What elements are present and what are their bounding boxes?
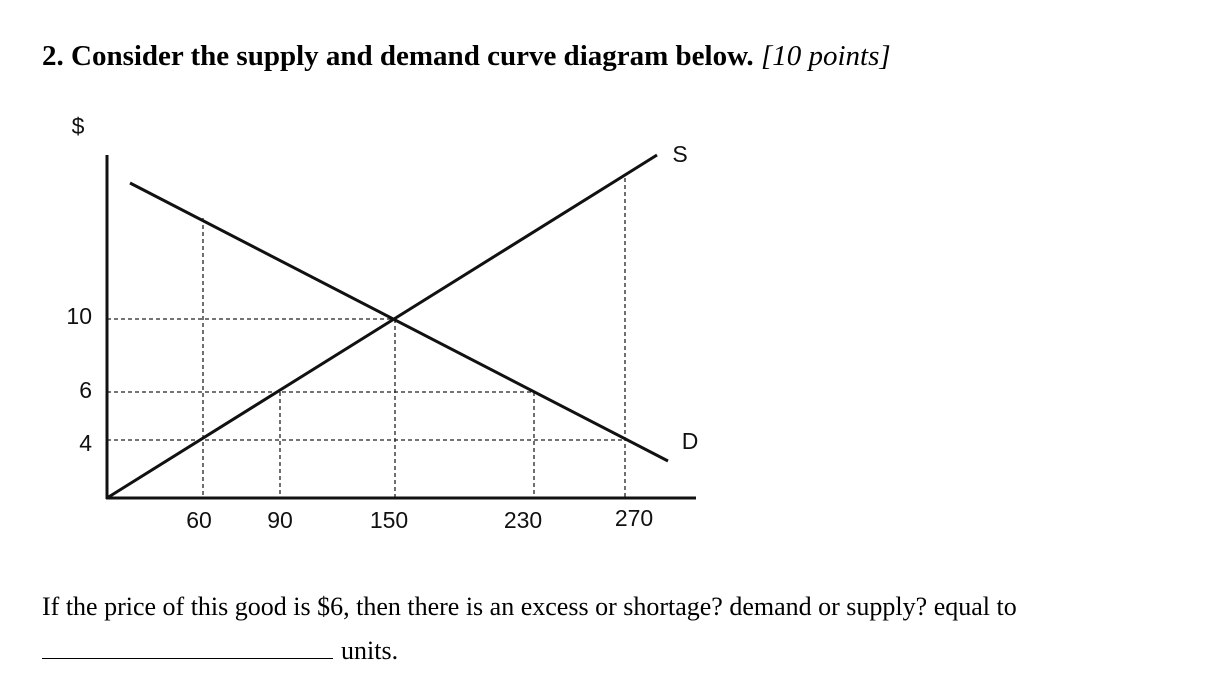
y-tick-label: 6 (79, 377, 92, 403)
question-title: 2. Consider the supply and demand curve … (42, 40, 891, 73)
prompt-text: If the price of this good is $6, then th… (42, 592, 1017, 621)
y-axis-label: $ (72, 113, 85, 139)
y-tick-label: 10 (66, 303, 92, 329)
supply-demand-diagram: $ 10 6 4 60 90 150 230 270 S D (66, 113, 699, 533)
demand-curve (129, 181, 669, 463)
demand-label: D (682, 428, 699, 454)
x-tick-label: 150 (370, 507, 408, 533)
x-tick-label: 90 (267, 507, 293, 533)
supply-label: S (672, 141, 687, 167)
guide-lines (107, 178, 626, 498)
x-tick-label: 270 (615, 505, 653, 531)
question-points: [10 points] (760, 40, 891, 72)
units-text: units. (341, 636, 399, 665)
y-tick-label: 4 (79, 430, 92, 456)
x-tick-label: 60 (186, 507, 212, 533)
question-number: 2. (42, 40, 64, 72)
x-tick-label: 230 (504, 507, 542, 533)
answer-line: units. (42, 632, 398, 666)
supply-curve (106, 153, 658, 500)
question-text: Consider the supply and demand curve dia… (71, 40, 754, 72)
answer-blank[interactable] (42, 632, 333, 659)
